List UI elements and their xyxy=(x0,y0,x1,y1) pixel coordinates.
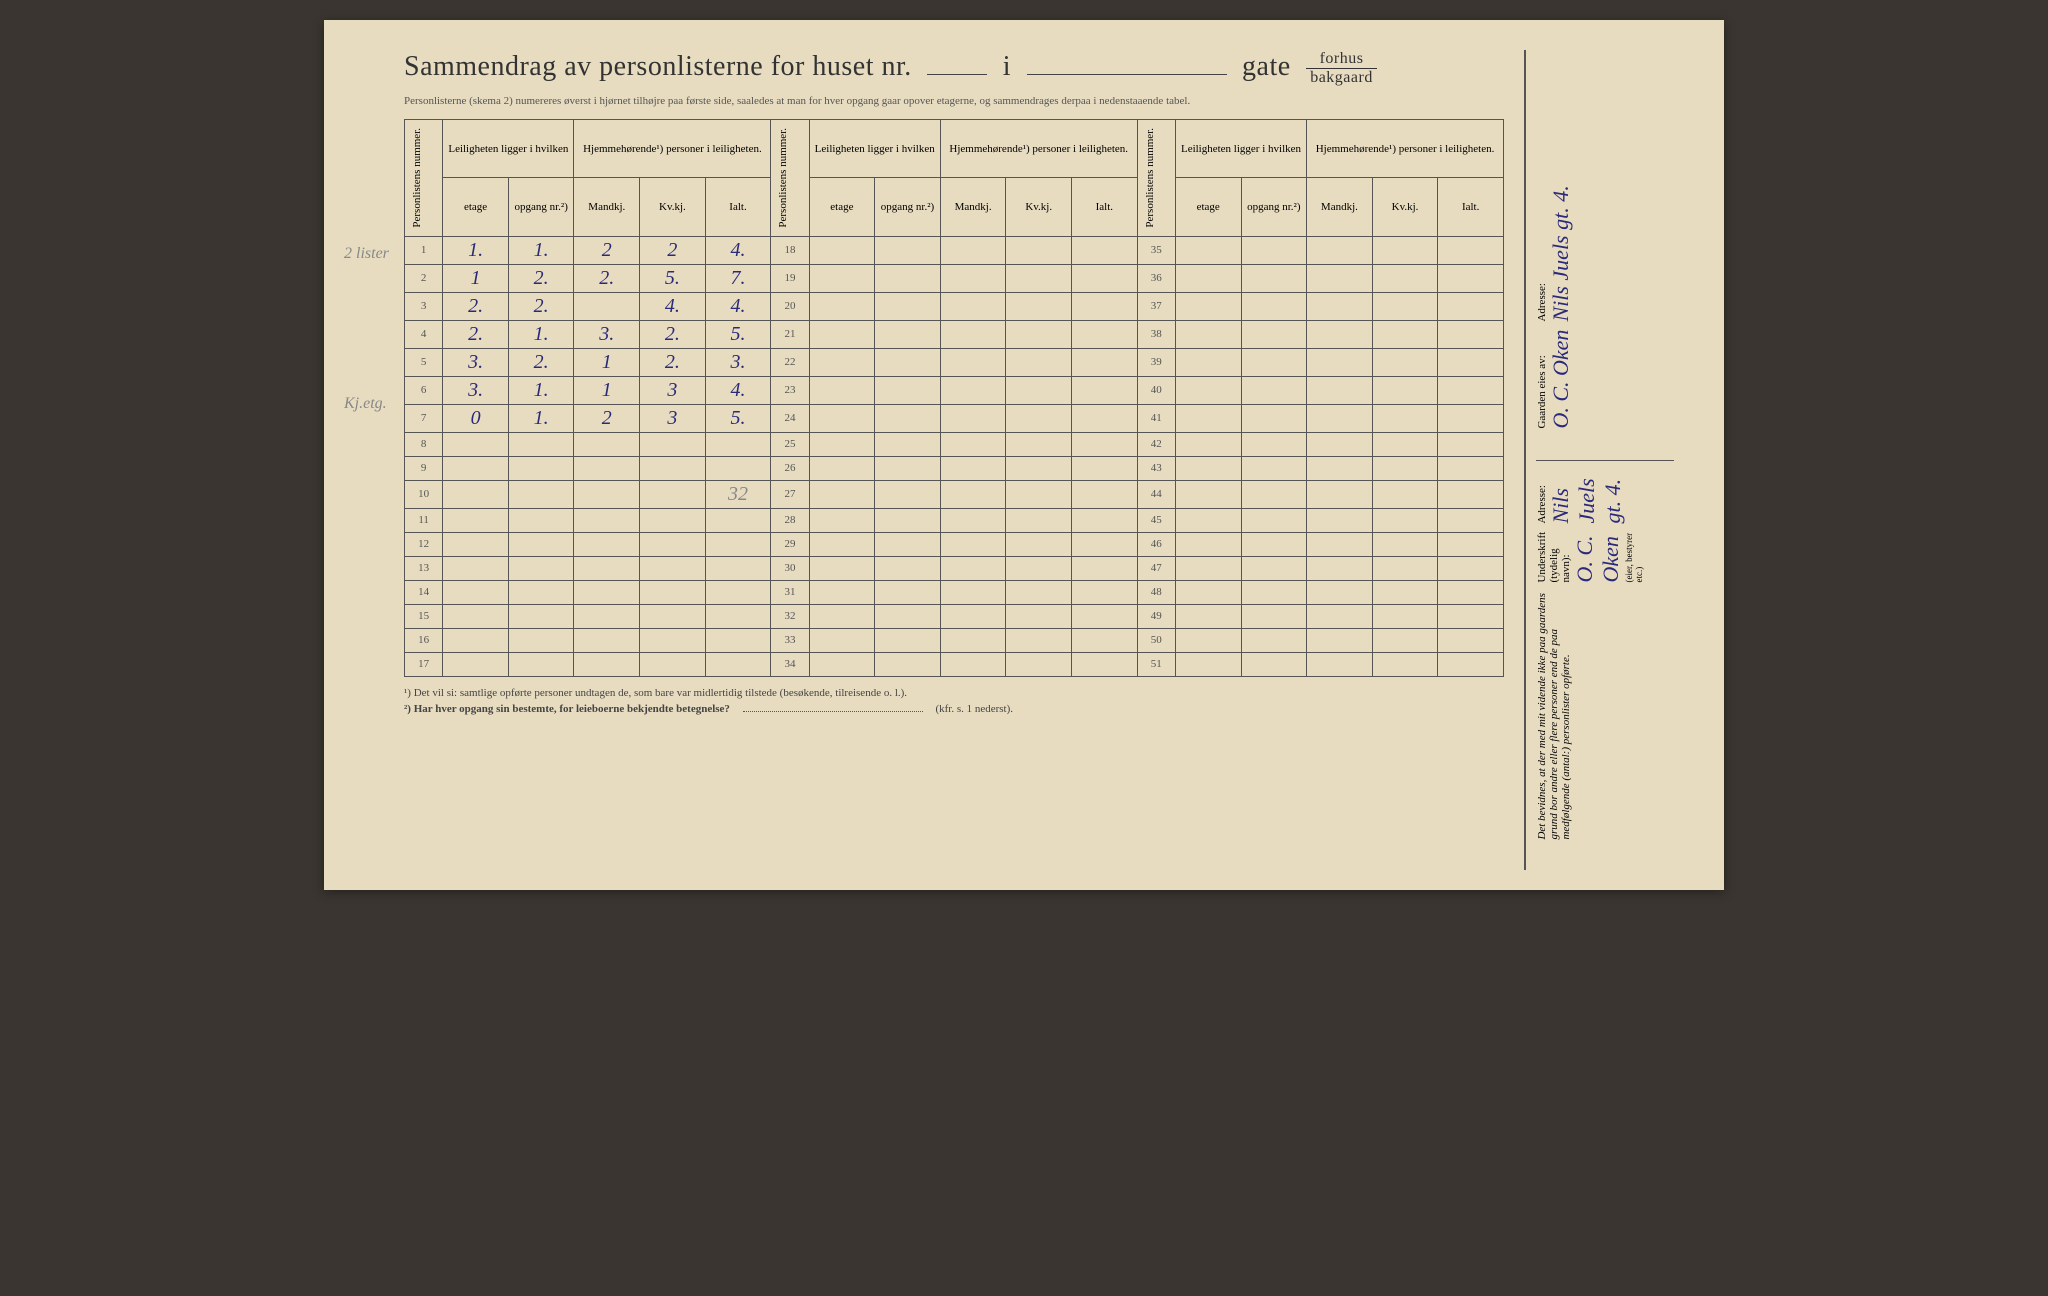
hdr-ialt-1: Ialt. xyxy=(705,178,771,236)
title-end: gate xyxy=(1242,51,1291,82)
table-row: 701.235.2441 xyxy=(405,404,1504,432)
table-row: 112845 xyxy=(405,508,1504,532)
sb-sig4: Nils Juels gt. 4. xyxy=(1548,185,1574,321)
hdr-mandkj-2: Mandkj. xyxy=(940,178,1006,236)
hdr-mandkj-3: Mandkj. xyxy=(1307,178,1373,236)
table-row: 143148 xyxy=(405,580,1504,604)
sb-adresse-2: Adresse: xyxy=(1536,471,1548,523)
sb-adresse-1: Adresse: xyxy=(1536,185,1548,321)
table-row: 11.1.224.1835 xyxy=(405,236,1504,264)
subtitle: Personlisterne (skema 2) numereres øvers… xyxy=(404,95,1504,107)
footnotes: ¹) Det vil si: samtlige opførte personer… xyxy=(404,687,1504,715)
census-table: Personlistens nummer. Leiligheten ligger… xyxy=(404,119,1504,677)
hdr-leil-2: Leiligheten ligger i hvilken xyxy=(809,120,940,178)
footnote-2-ref: (kfr. s. 1 nederst). xyxy=(935,703,1013,715)
sb-underskrift: Underskrift (tydelig navn): xyxy=(1536,531,1572,582)
hdr-ialt-3: Ialt. xyxy=(1438,178,1504,236)
footnote-2: ²) Har hver opgang sin bestemte, for lei… xyxy=(404,703,730,715)
hdr-mandkj-1: Mandkj. xyxy=(574,178,640,236)
sb-sig3: O. C. Oken xyxy=(1548,330,1574,429)
hdr-leil-1: Leiligheten ligger i hvilken xyxy=(443,120,574,178)
table-row: 63.1.134.2340 xyxy=(405,376,1504,404)
title: Sammendrag av personlisterne for huset n… xyxy=(404,50,1504,87)
hdr-opgang-1: opgang nr.²) xyxy=(508,178,574,236)
sb-bevidnes: Det bevidnes, at der med mit vidende ikk… xyxy=(1536,590,1572,839)
sb-gaarden: Gaarden eies av: xyxy=(1536,330,1548,429)
hdr-persnum-3: Personlistens nummer. xyxy=(1142,122,1158,234)
table-row: 82542 xyxy=(405,432,1504,456)
table-row: 173451 xyxy=(405,652,1504,676)
hdr-kvkj-1: Kv.kj. xyxy=(640,178,706,236)
census-form: 2 lister Kj.etg. Sammendrag av personlis… xyxy=(324,20,1724,890)
hdr-hjemme-1: Hjemmehørende¹) personer i leiligheten. xyxy=(574,120,771,178)
title-main: Sammendrag av personlisterne for huset n… xyxy=(404,51,912,82)
hdr-kvkj-3: Kv.kj. xyxy=(1372,178,1438,236)
sb-sig1: O. C. Oken xyxy=(1572,531,1624,582)
main-content: Sammendrag av personlisterne for huset n… xyxy=(404,50,1504,870)
table-row: 10322744 xyxy=(405,480,1504,508)
hdr-hjemme-3: Hjemmehørende¹) personer i leiligheten. xyxy=(1307,120,1504,178)
table-row: 32.2.4.4.2037 xyxy=(405,292,1504,320)
table-row: 153249 xyxy=(405,604,1504,628)
sidebar: Gaarden eies av: O. C. Oken Adresse: Nil… xyxy=(1524,50,1674,870)
hdr-persnum-1: Personlistens nummer. xyxy=(409,122,425,234)
table-row: 53.2.12.3.2239 xyxy=(405,348,1504,376)
margin-note-row7: Kj.etg. xyxy=(344,395,387,413)
hdr-etage-1: etage xyxy=(443,178,509,236)
table-row: 42.1.3.2.5.2138 xyxy=(405,320,1504,348)
hdr-persnum-2: Personlistens nummer. xyxy=(775,122,791,234)
table-row: 122946 xyxy=(405,532,1504,556)
hdr-leil-3: Leiligheten ligger i hvilken xyxy=(1175,120,1306,178)
hdr-etage-3: etage xyxy=(1175,178,1241,236)
margin-note-row2: 2 lister xyxy=(344,245,389,263)
hdr-opgang-3: opgang nr.²) xyxy=(1241,178,1307,236)
table-row: 212.2.5.7.1936 xyxy=(405,264,1504,292)
hdr-ialt-2: Ialt. xyxy=(1072,178,1138,236)
hdr-opgang-2: opgang nr.²) xyxy=(875,178,941,236)
frac-top: forhus xyxy=(1306,50,1377,69)
hdr-hjemme-2: Hjemmehørende¹) personer i leiligheten. xyxy=(940,120,1137,178)
table-row: 133047 xyxy=(405,556,1504,580)
table-row: 163350 xyxy=(405,628,1504,652)
sb-sig2: Nils Juels gt. 4. xyxy=(1548,471,1626,523)
title-mid: i xyxy=(1003,51,1011,82)
footnote-1: ¹) Det vil si: samtlige opførte personer… xyxy=(404,687,1504,699)
sb-eier: (eier, bestyrer etc.) xyxy=(1624,531,1644,582)
frac-bot: bakgaard xyxy=(1306,69,1377,87)
table-row: 92643 xyxy=(405,456,1504,480)
hdr-etage-2: etage xyxy=(809,178,875,236)
hdr-kvkj-2: Kv.kj. xyxy=(1006,178,1072,236)
